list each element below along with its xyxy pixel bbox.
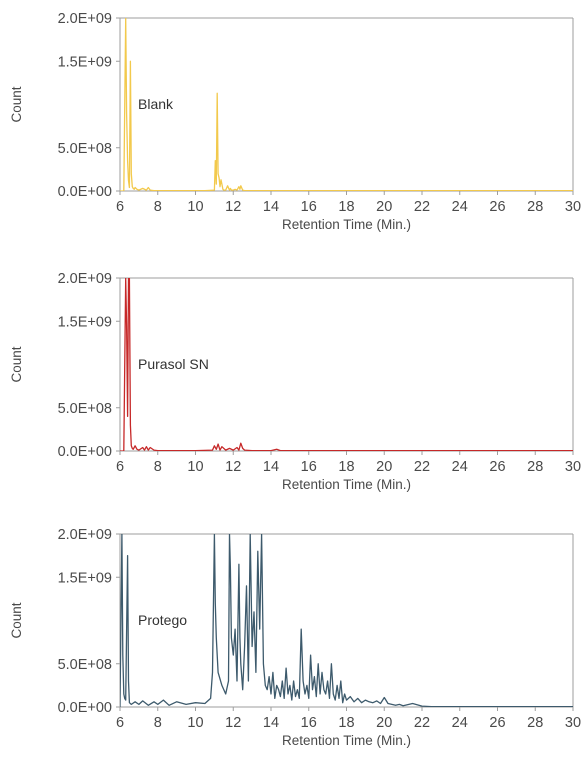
x-tick-label: 24 <box>452 459 468 475</box>
x-tick-label: 8 <box>154 459 162 475</box>
y-axis-title: Count <box>9 86 24 122</box>
y-tick-label: 5.0E+08 <box>58 141 112 157</box>
chart-panel-3: 6 8 10 12 14 16 18 20 22 24 26 28 30 0.0E+00 5.0E+08 1.… <box>9 527 581 748</box>
y-tick-label: 5.0E+08 <box>58 401 112 417</box>
x-tick-label: 20 <box>376 459 392 475</box>
panel-sample-label: Purasol SN <box>138 356 209 372</box>
data-series-line <box>120 534 573 707</box>
y-axis-title: Count <box>9 346 24 382</box>
x-tick-label: 6 <box>116 199 124 215</box>
x-tick-label: 16 <box>301 715 317 731</box>
x-tick-label: 28 <box>527 199 543 215</box>
x-tick-label: 14 <box>263 715 279 731</box>
x-tick-label: 8 <box>154 199 162 215</box>
y-tick-label: 1.5E+09 <box>58 314 112 330</box>
x-tick-label: 30 <box>565 459 581 475</box>
y-tick-label: 0.0E+00 <box>58 184 112 200</box>
x-tick-label: 12 <box>225 715 241 731</box>
x-tick-label: 8 <box>154 715 162 731</box>
x-tick-label: 6 <box>116 459 124 475</box>
x-tick-label: 26 <box>489 715 505 731</box>
chart-panel-2: 6 8 10 12 14 16 18 20 22 24 26 28 30 0.0E+00 5.0E+08 1.… <box>9 271 581 492</box>
x-tick-label: 30 <box>565 715 581 731</box>
panel-sample-label: Blank <box>138 96 174 112</box>
x-tick-label: 12 <box>225 459 241 475</box>
x-axis-title: Retention Time (Min.) <box>282 733 411 748</box>
y-tick-label: 2.0E+09 <box>58 11 112 27</box>
x-tick-label: 22 <box>414 715 430 731</box>
x-tick-label: 20 <box>376 199 392 215</box>
y-tick-label: 5.0E+08 <box>58 657 112 673</box>
x-tick-label: 20 <box>376 715 392 731</box>
x-tick-label: 28 <box>527 459 543 475</box>
x-axis-title: Retention Time (Min.) <box>282 477 411 492</box>
data-series-line <box>120 18 573 191</box>
x-axis-title: Retention Time (Min.) <box>282 217 411 232</box>
y-tick-label: 0.0E+00 <box>58 444 112 460</box>
y-tick-label: 0.0E+00 <box>58 700 112 716</box>
y-axis-title: Count <box>9 602 24 638</box>
data-series-line <box>120 278 573 451</box>
x-tick-label: 18 <box>338 199 354 215</box>
x-tick-label: 22 <box>414 459 430 475</box>
x-tick-label: 10 <box>187 199 203 215</box>
x-tick-label: 6 <box>116 715 124 731</box>
y-tick-label: 2.0E+09 <box>58 271 112 287</box>
x-tick-label: 26 <box>489 459 505 475</box>
x-tick-label: 18 <box>338 459 354 475</box>
x-tick-label: 24 <box>452 199 468 215</box>
y-tick-label: 1.5E+09 <box>58 570 112 586</box>
x-tick-label: 24 <box>452 715 468 731</box>
x-tick-label: 10 <box>187 715 203 731</box>
x-tick-label: 18 <box>338 715 354 731</box>
x-tick-label: 16 <box>301 459 317 475</box>
x-tick-label: 14 <box>263 199 279 215</box>
panel-sample-label: Protego <box>138 612 187 628</box>
y-tick-label: 1.5E+09 <box>58 54 112 70</box>
x-tick-label: 28 <box>527 715 543 731</box>
x-tick-label: 10 <box>187 459 203 475</box>
x-tick-label: 14 <box>263 459 279 475</box>
x-tick-label: 30 <box>565 199 581 215</box>
x-tick-label: 22 <box>414 199 430 215</box>
y-tick-label: 2.0E+09 <box>58 527 112 543</box>
x-tick-label: 26 <box>489 199 505 215</box>
x-tick-label: 12 <box>225 199 241 215</box>
x-tick-label: 16 <box>301 199 317 215</box>
chart-panel-1: 6 8 10 12 14 16 18 20 22 24 26 28 30 0.0E+00 5.0E+08 1.… <box>9 11 581 232</box>
